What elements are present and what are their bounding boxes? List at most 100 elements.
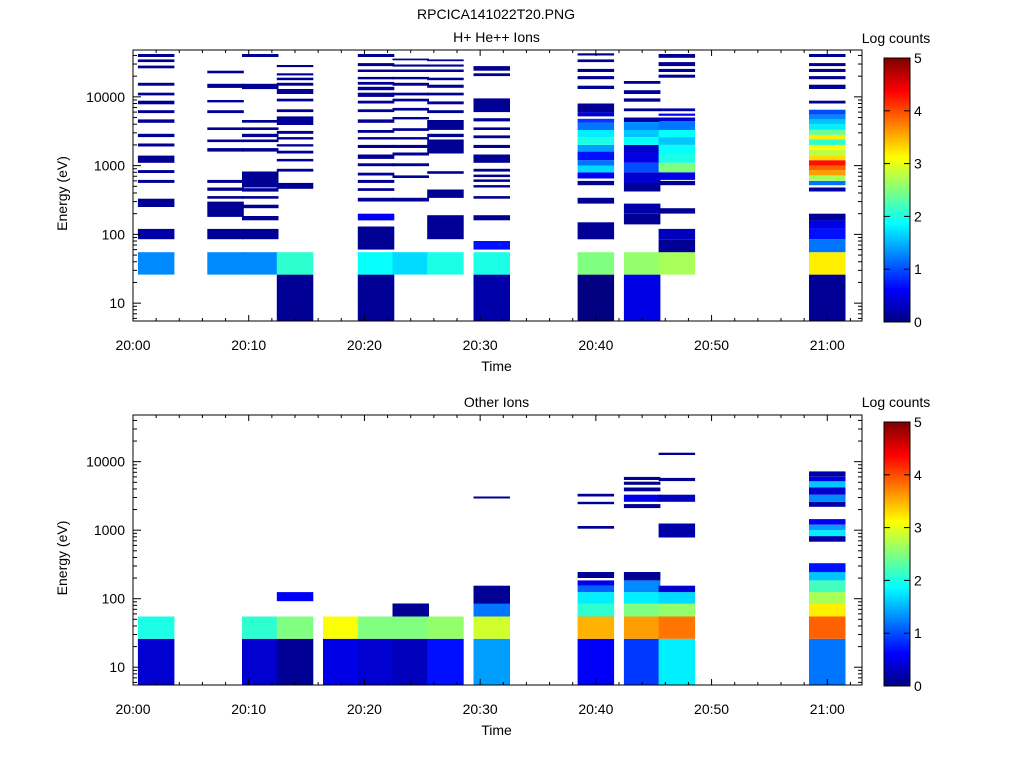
- heatmap-cell: [392, 137, 429, 140]
- heatmap-cell: [577, 252, 615, 275]
- colorbar-gradient-step: [884, 635, 910, 639]
- colorbar-gradient-step: [884, 102, 910, 106]
- x-tick-label: 20:50: [694, 701, 729, 717]
- colorbar-gradient-step: [884, 290, 910, 294]
- heatmap-cell: [577, 144, 615, 152]
- colorbar-gradient-step: [884, 279, 910, 283]
- heatmap-cell: [357, 69, 395, 72]
- heatmap-cell: [473, 154, 510, 163]
- heatmap-cell: [276, 616, 314, 639]
- heatmap-cell: [473, 144, 510, 148]
- heatmap-cell: [577, 580, 615, 586]
- colorbar-tick-label: 2: [914, 208, 922, 224]
- colorbar-gradient-step: [884, 554, 910, 558]
- colorbar-gradient-step: [884, 134, 910, 138]
- heatmap-cell: [658, 68, 696, 72]
- heatmap-cell: [473, 66, 510, 71]
- heatmap-cell: [658, 603, 696, 617]
- heatmap-cell: [137, 252, 175, 275]
- heatmap-cell: [207, 196, 244, 199]
- colorbar-gradient-step: [884, 108, 910, 112]
- colorbar-gradient-step: [884, 651, 910, 655]
- heatmap-cell: [577, 592, 615, 604]
- colorbar-gradient-step: [884, 511, 910, 515]
- heatmap-cell: [357, 163, 395, 167]
- heatmap-cell: [658, 180, 696, 186]
- colorbar-tick-label: 5: [914, 50, 922, 66]
- heatmap-cell: [242, 616, 279, 639]
- heatmap-cell: [427, 59, 464, 62]
- x-tick-label: 20:00: [115, 337, 150, 353]
- heatmap-cell: [392, 144, 429, 148]
- heatmap-cell: [137, 65, 175, 69]
- colorbar-gradient-step: [884, 295, 910, 299]
- heatmap-cell: [357, 616, 395, 639]
- colorbar-gradient-step: [884, 506, 910, 510]
- heatmap-cell: [809, 638, 846, 685]
- colorbar-gradient-step: [884, 443, 910, 447]
- heatmap-cell: [276, 116, 314, 125]
- colorbar-gradient-step: [884, 527, 910, 531]
- heatmap-cell: [357, 137, 395, 140]
- colorbar-gradient-step: [884, 680, 910, 684]
- colorbar-gradient-step: [884, 625, 910, 629]
- panel-title: Other Ions: [464, 394, 529, 410]
- heatmap-cell: [623, 592, 661, 604]
- colorbar-gradient-step: [884, 514, 910, 518]
- y-tick-label: 10: [109, 659, 125, 675]
- colorbar-gradient-step: [884, 234, 910, 238]
- heatmap-cell: [242, 216, 279, 221]
- colorbar-gradient-step: [884, 596, 910, 600]
- heatmap-cell: [577, 585, 615, 593]
- heatmap-cell: [392, 152, 429, 156]
- heatmap-cell: [623, 481, 661, 485]
- heatmap-cell: [809, 144, 846, 150]
- colorbar-gradient-step: [884, 572, 910, 576]
- heatmap-cell: [658, 592, 696, 604]
- heatmap-cell: [357, 81, 395, 85]
- colorbar-gradient-step: [884, 683, 910, 687]
- colorbar-gradient-step: [884, 219, 910, 223]
- heatmap-cell: [137, 616, 175, 639]
- heatmap-cell: [577, 526, 615, 529]
- colorbar-gradient-step: [884, 464, 910, 468]
- colorbar-gradient-step: [884, 540, 910, 544]
- heatmap-cell: [427, 101, 464, 105]
- colorbar-gradient-step: [884, 250, 910, 254]
- x-tick-label: 20:40: [578, 701, 613, 717]
- colorbar-gradient-step: [884, 232, 910, 236]
- colorbar-gradient-step: [884, 100, 910, 104]
- colorbar-gradient-step: [884, 458, 910, 462]
- heatmap-cell: [242, 188, 279, 192]
- colorbar-gradient-step: [884, 200, 910, 204]
- heatmap-cell: [392, 175, 429, 178]
- colorbar-gradient-step: [884, 229, 910, 233]
- colorbar-gradient-step: [884, 303, 910, 307]
- heatmap-cell: [809, 119, 846, 125]
- heatmap-cell: [276, 182, 314, 189]
- colorbar-gradient-step: [884, 160, 910, 164]
- heatmap-cell: [623, 476, 661, 480]
- heatmap-cell: [357, 638, 395, 685]
- colorbar-gradient-step: [884, 287, 910, 291]
- colorbar-gradient-step: [884, 261, 910, 265]
- heatmap-cell: [473, 215, 510, 221]
- colorbar-gradient-step: [884, 472, 910, 476]
- colorbar-gradient-step: [884, 213, 910, 217]
- heatmap-cell: [473, 174, 510, 178]
- colorbar-gradient-step: [884, 63, 910, 67]
- heatmap-cell: [207, 252, 244, 275]
- heatmap-cell: [242, 204, 279, 209]
- heatmap-cell: [137, 638, 175, 685]
- y-tick-label: 10: [109, 295, 125, 311]
- heatmap-cell: [809, 180, 846, 186]
- heatmap-cell: [658, 585, 696, 593]
- y-tick-label: 1000: [94, 522, 125, 538]
- colorbar-gradient-step: [884, 670, 910, 674]
- colorbar-gradient-step: [884, 643, 910, 647]
- colorbar-gradient-step: [884, 501, 910, 505]
- heatmap-cell: [809, 175, 846, 181]
- colorbar-gradient-step: [884, 422, 910, 426]
- heatmap-cell: [577, 85, 615, 89]
- heatmap-cell: [276, 638, 314, 685]
